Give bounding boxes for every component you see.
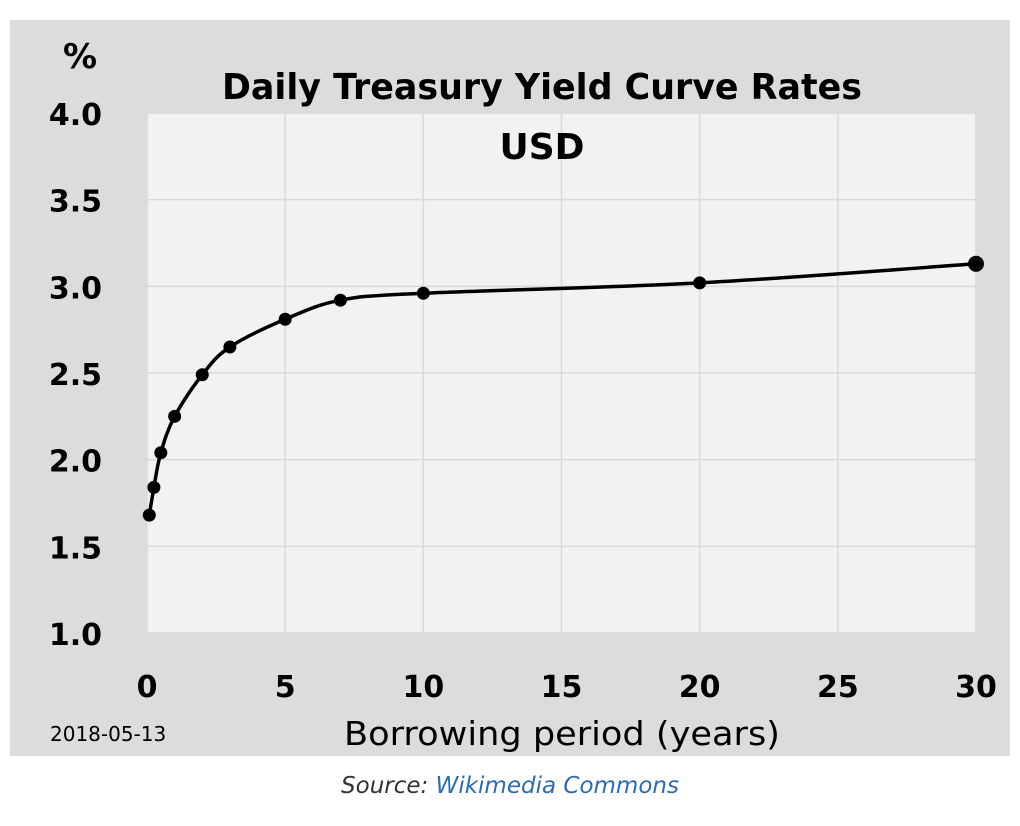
x-axis-ticks: 0 5 10 15 20 25 30 bbox=[137, 670, 997, 705]
y-tick-label: 4.0 bbox=[49, 98, 102, 133]
source-prefix: Source: bbox=[341, 773, 429, 799]
data-point bbox=[333, 293, 347, 307]
data-point bbox=[147, 480, 161, 494]
y-tick-label: 1.5 bbox=[49, 531, 102, 566]
y-tick-label: 1.0 bbox=[49, 618, 102, 653]
source-link[interactable]: Wikimedia Commons bbox=[435, 773, 679, 799]
data-point bbox=[154, 446, 168, 460]
y-tick-label: 2.0 bbox=[49, 445, 102, 480]
y-tick-label: 2.5 bbox=[49, 358, 102, 393]
x-tick-label: 20 bbox=[679, 670, 721, 705]
data-point bbox=[693, 276, 707, 290]
data-point bbox=[168, 409, 182, 423]
x-axis-label: Borrowing period (years) bbox=[344, 714, 780, 753]
x-tick-label: 10 bbox=[402, 670, 444, 705]
data-point bbox=[416, 286, 430, 300]
data-point bbox=[142, 508, 156, 522]
y-axis-ticks: 1.0 1.5 2.0 2.5 3.0 3.5 4.0 bbox=[49, 98, 102, 653]
chart-title: Daily Treasury Yield Curve Rates bbox=[222, 67, 862, 108]
date-label: 2018-05-13 bbox=[50, 722, 166, 746]
x-tick-label: 15 bbox=[541, 670, 583, 705]
data-point bbox=[278, 312, 292, 326]
data-points bbox=[142, 255, 984, 522]
source-caption: Source: Wikimedia Commons bbox=[0, 766, 1020, 806]
x-tick-label: 25 bbox=[817, 670, 859, 705]
data-point bbox=[195, 368, 209, 382]
chart-subtitle: USD bbox=[499, 127, 584, 168]
y-tick-label: 3.5 bbox=[49, 185, 102, 220]
x-tick-label: 30 bbox=[955, 670, 997, 705]
x-tick-label: 0 bbox=[137, 670, 158, 705]
x-tick-label: 5 bbox=[275, 670, 296, 705]
data-point bbox=[223, 340, 237, 354]
y-axis-label: % bbox=[63, 37, 97, 77]
grid-lines bbox=[146, 112, 977, 634]
y-tick-label: 3.0 bbox=[49, 271, 102, 306]
data-point bbox=[968, 255, 984, 272]
